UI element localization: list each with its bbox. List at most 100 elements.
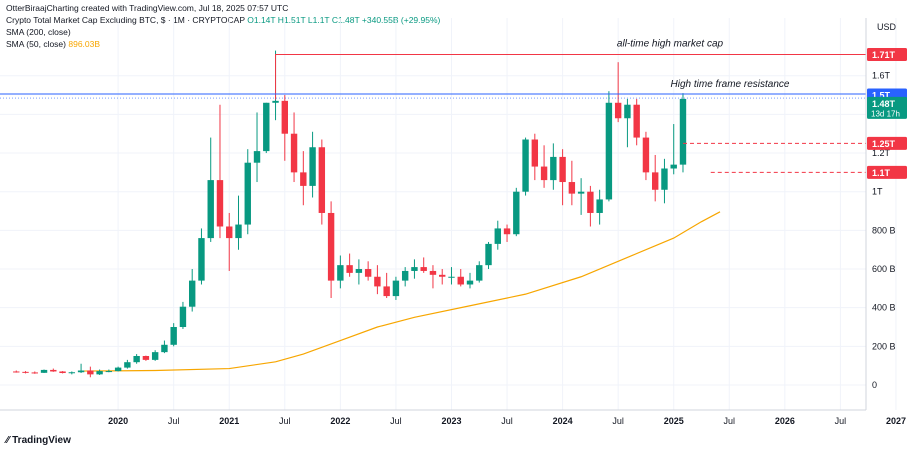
candle-body [170,327,177,345]
x-tick-label: Jul [279,416,291,426]
candle-body [50,369,57,372]
candle-body [114,367,122,372]
candle-body [327,212,335,281]
y-tick-label: 800 B [872,225,896,235]
candle-body [531,139,539,167]
ohlc-values: O1.14T H1.51T L1.1T C1.48T +340.55B (+29… [247,15,441,25]
candle-body [503,228,511,235]
candle-body [364,269,372,277]
candle-body [31,372,38,374]
ath-price-label-text: 1.71T [872,50,896,60]
candle-body [207,180,214,239]
candle-body [179,306,187,328]
x-tick-label: Jul [168,416,180,426]
x-tick-label: Jul [501,416,513,426]
candle-body [466,280,474,285]
created-by-line: OtterBiraajCharting created with Trading… [6,3,289,13]
candle-body [77,370,85,373]
tradingview-watermark: ⁄⁄ TradingView [6,435,71,446]
x-tick-label: 2026 [775,416,795,426]
candle-body [679,98,687,165]
sma50-line [81,211,721,372]
candle-body [420,267,427,271]
candle-body [59,371,66,374]
level-1-25t-price-label-box [867,136,907,150]
resistance-price-label-text: 1.5T [872,91,891,101]
x-tick-label: 2025 [664,416,684,426]
candle-body [448,276,455,278]
candle-body [96,371,103,375]
tradingview-wordmark: TradingView [12,435,71,446]
x-tick-label: Jul [390,416,402,426]
x-tick-label: 2021 [219,416,239,426]
sma50-label: SMA (50, close) [6,39,66,49]
x-tick-label: 2027 [886,416,906,426]
y-tick-label: 1.6T [872,71,891,81]
x-tick-label: 2024 [553,416,573,426]
candle-body [587,191,594,213]
ath-line [275,53,866,100]
candle-body [300,172,307,186]
candle-body [670,164,677,169]
y-tick-label: 1T [872,187,883,197]
sma50-series [81,211,721,372]
candle-body [568,182,576,194]
candle-body [151,352,159,360]
candle-body [13,371,20,373]
candle-body [485,243,492,266]
sma200-line: SMA (200, close) [6,27,71,37]
candle-body [540,166,548,181]
candle-body [652,172,659,190]
candle-body [337,265,344,281]
candle-body [374,276,381,287]
sma200-label: SMA (200, close) [6,27,71,37]
candle-body [624,104,631,119]
ath-price-label-box [867,47,907,61]
candle-body [476,265,483,281]
candle-body [281,100,288,134]
candle-body [439,274,446,277]
candle-body [513,191,520,235]
current-price-label-text: 1.48T [872,99,896,109]
candle-body [253,151,261,163]
candle-body [189,280,196,307]
candle-body [559,156,566,183]
x-tick-label: Jul [835,416,847,426]
candle-body [124,362,131,368]
x-tick-label: 2022 [330,416,350,426]
candle-body [272,100,279,103]
current-price-label-box [867,96,907,119]
y-tick-label: 1.2T [872,148,891,158]
tradingview-logo-icon: ⁄⁄ [6,435,10,446]
candle-body [550,156,557,181]
candle-body [161,344,168,353]
countdown-label-text: 13d 17h [871,109,900,118]
candle-body [290,133,298,173]
level-lines: all-time high market cap High time frame … [0,38,866,173]
candle-body [263,102,270,152]
candle-body [226,226,233,239]
y-tick-label: 200 B [872,341,896,351]
candle-body [522,139,529,192]
currency-label: USD [876,22,896,32]
symbol-name: Crypto Total Market Cap Excluding BTC, $… [6,15,245,25]
candle-body [133,356,140,363]
candle-body [633,104,640,138]
candle-body [457,276,464,285]
level-1-25t-price-label-text: 1.25T [872,139,896,149]
candle-series [13,50,687,378]
candle-body [596,199,603,213]
candle-body [642,137,650,173]
candle-body [401,270,409,281]
candle-body [87,370,94,375]
candle-body [40,369,48,373]
candle-body [494,228,501,244]
level-1-1t-price-label-box [867,165,907,179]
sma50-line: SMA (50, close) 896.03B [6,39,100,49]
symbol-line: Crypto Total Market Cap Excluding BTC, $… [6,15,440,25]
candle-body [355,269,363,273]
candle-body [68,372,76,374]
candle-body [383,286,390,297]
